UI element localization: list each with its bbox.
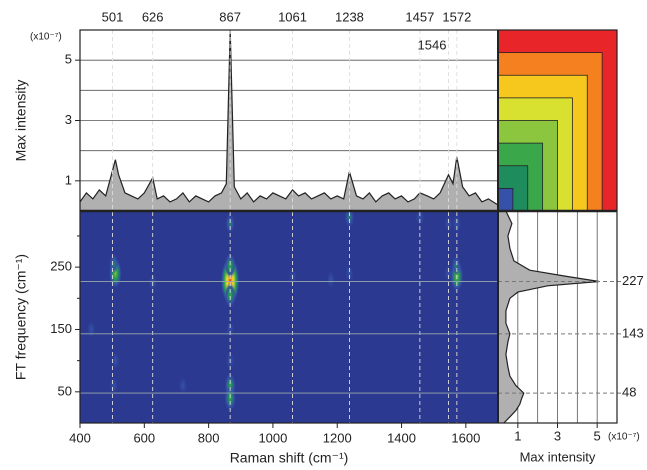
peak-label: 501 xyxy=(102,9,124,24)
peak-label: 1238 xyxy=(335,9,364,24)
peak-label: 1572 xyxy=(442,9,471,24)
heatmap-spot xyxy=(224,385,236,411)
x-tick-label: 1200 xyxy=(323,430,352,445)
spectrum-area xyxy=(80,30,498,211)
heatmap-spot xyxy=(109,254,119,274)
x-tick-label: 1600 xyxy=(451,430,480,445)
x-tick-label: 400 xyxy=(69,430,91,445)
y-tick-label: 3 xyxy=(65,112,72,127)
y-tick-label: 5 xyxy=(65,52,72,67)
peak-label: 48 xyxy=(622,385,636,400)
heatmap-spot xyxy=(178,377,187,394)
heatmap-spot xyxy=(226,321,235,338)
peak-label: 1061 xyxy=(278,9,307,24)
x-tick-label: 1400 xyxy=(387,430,416,445)
heatmap-background xyxy=(80,211,498,423)
y-axis-label: FT frequency (cm⁻¹) xyxy=(13,254,29,380)
heatmap-spot xyxy=(225,213,235,234)
x-multiplier: (x10⁻⁷) xyxy=(608,432,640,443)
x-axis-label: Raman shift (cm⁻¹) xyxy=(230,450,349,466)
heatmap-spot xyxy=(345,265,354,282)
heatmap-spot xyxy=(111,352,120,369)
heatmap-spot xyxy=(109,377,118,394)
heatmap-spot xyxy=(415,208,424,226)
y-tick-label: 50 xyxy=(58,383,72,398)
x-tick-label: 5 xyxy=(594,428,601,443)
x-tick-label: 3 xyxy=(554,428,561,443)
side-line xyxy=(503,210,600,424)
peak-label: 867 xyxy=(219,9,241,24)
peak-label: 227 xyxy=(622,273,644,288)
heatmap-spot xyxy=(326,271,335,288)
peak-label: 626 xyxy=(142,9,164,24)
heatmap-spot xyxy=(444,215,453,232)
heatmap-spot xyxy=(451,256,461,276)
intensity-level xyxy=(497,187,514,212)
side-area xyxy=(498,211,600,423)
heatmap-spot xyxy=(87,321,96,338)
y-multiplier: (x10⁻⁷) xyxy=(30,32,62,43)
y-tick-label: 250 xyxy=(50,259,72,274)
heatmap-spot xyxy=(224,253,236,279)
spectrum-line xyxy=(79,29,499,206)
heatmap-spot xyxy=(452,214,462,233)
y-axis-label: Max intensity xyxy=(13,80,29,162)
x-tick-label: 800 xyxy=(198,430,220,445)
peak-label: 1546 xyxy=(418,37,447,52)
heatmap-spot xyxy=(444,264,453,283)
y-tick-label: 150 xyxy=(50,321,72,336)
y-tick-label: 1 xyxy=(65,172,72,187)
peak-label: 143 xyxy=(622,325,644,340)
peak-label: 1457 xyxy=(405,9,434,24)
x-tick-label: 600 xyxy=(133,430,155,445)
x-tick-label: 1000 xyxy=(258,430,287,445)
heatmap-spot xyxy=(224,282,236,308)
frame xyxy=(79,29,618,424)
x-tick-label: 1 xyxy=(514,428,521,443)
x-axis-label: Max intensity xyxy=(520,449,596,464)
